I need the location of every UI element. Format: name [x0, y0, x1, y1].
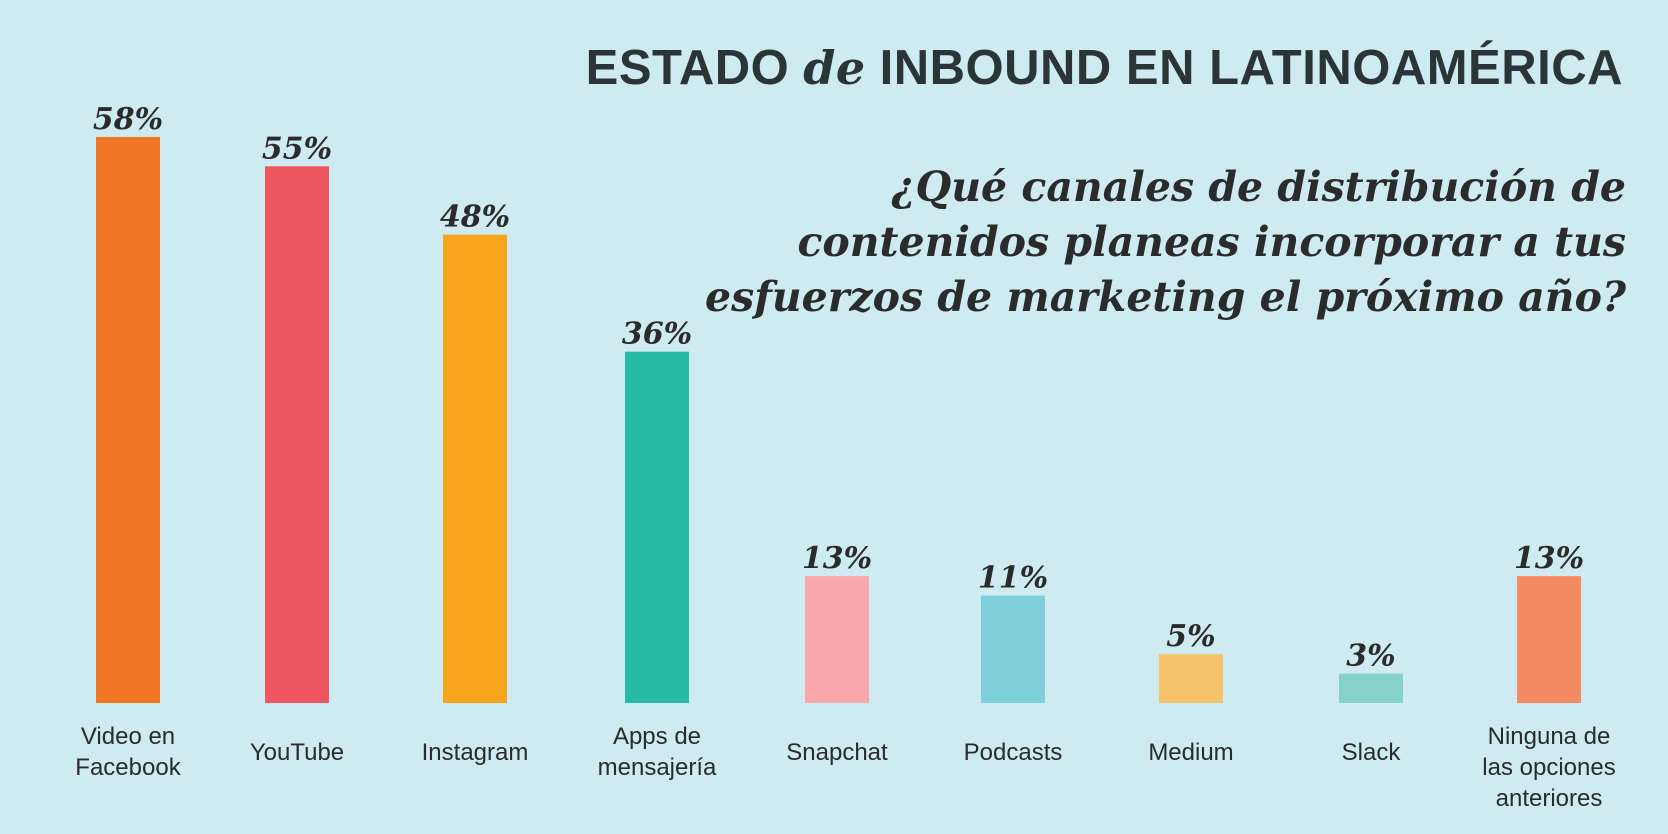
bar-6: [981, 595, 1045, 703]
bar-3: [443, 234, 507, 703]
value-label-5: 13%: [802, 541, 872, 576]
value-label-6: 11%: [978, 561, 1048, 596]
category-label-4: Apps de mensajería: [598, 723, 717, 781]
category-label-9: Ninguna de las opciones anteriores: [1482, 723, 1615, 812]
category-label-5: Snapchat: [786, 739, 888, 766]
bar-1: [96, 137, 160, 703]
value-label-4: 36%: [622, 317, 692, 352]
value-label-7: 5%: [1166, 619, 1215, 654]
page-title: ESTADO de INBOUND EN LATINOAMÉRICA: [586, 40, 1623, 96]
value-label-8: 3%: [1346, 639, 1395, 674]
value-label-3: 48%: [440, 200, 510, 235]
category-label-2: YouTube: [250, 739, 344, 766]
bars-group: [96, 137, 1581, 703]
value-label-1: 58%: [93, 102, 163, 137]
category-label-6: Podcasts: [964, 739, 1063, 766]
value-label-2: 55%: [262, 131, 332, 166]
value-labels-group: 58% 55% 48% 36% 13% 11% 5% 3% 13%: [93, 102, 1584, 674]
bar-2: [265, 166, 329, 703]
bar-8: [1339, 673, 1403, 703]
category-label-8: Slack: [1342, 739, 1402, 766]
category-labels-group: Video en Facebook YouTube Instagram Apps de m…: [75, 723, 1615, 812]
title-inbound: INBOUND EN LATINOAMÉRICA: [879, 41, 1623, 95]
chart-question: ¿Qué canales de distribución de contenid…: [705, 163, 1626, 321]
category-label-1: Video en Facebook: [75, 723, 181, 781]
value-label-9: 13%: [1514, 541, 1584, 576]
bar-4: [625, 351, 689, 703]
bar-7: [1159, 654, 1223, 703]
title-de: de: [803, 41, 866, 95]
bar-5: [805, 576, 869, 703]
category-label-7: Medium: [1148, 739, 1233, 766]
bar-9: [1517, 576, 1581, 703]
category-label-3: Instagram: [422, 739, 529, 766]
title-estado: ESTADO: [585, 41, 790, 95]
